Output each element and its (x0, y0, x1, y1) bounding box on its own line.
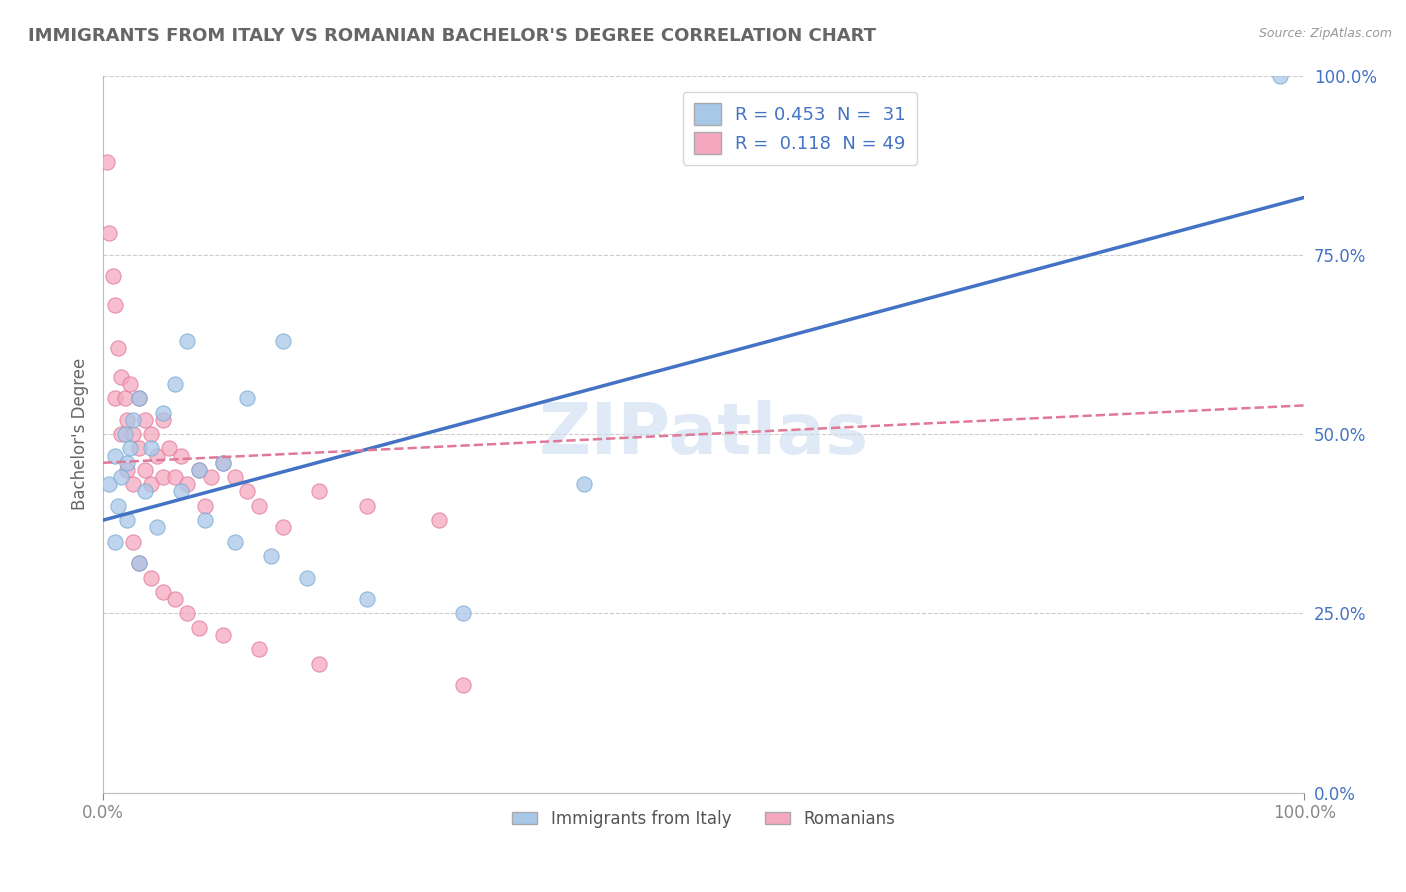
Point (134, 463, 156, 477)
Legend: Immigrants from Italy, Romanians: Immigrants from Italy, Romanians (506, 803, 901, 835)
Point (356, 499, 378, 513)
Point (134, 413, 156, 427)
Point (188, 463, 211, 477)
Text: Source: ZipAtlas.com: Source: ZipAtlas.com (1258, 27, 1392, 40)
Point (224, 534, 246, 549)
Point (122, 427, 145, 442)
Point (146, 520, 169, 534)
Point (453, 607, 475, 621)
Point (152, 406, 174, 420)
Point (128, 391, 150, 405)
Point (224, 470, 246, 484)
Point (122, 534, 145, 549)
Point (271, 520, 294, 534)
Point (101, 269, 124, 284)
Point (260, 549, 283, 563)
Point (176, 477, 198, 491)
Point (98, 227, 121, 241)
Point (110, 427, 132, 442)
Point (194, 513, 217, 527)
Point (141, 477, 163, 491)
Point (165, 592, 187, 607)
Point (128, 442, 150, 456)
Point (356, 592, 378, 607)
Point (236, 484, 259, 499)
Point (152, 585, 174, 599)
Point (141, 442, 163, 456)
Point (188, 463, 211, 477)
Point (128, 391, 150, 405)
Point (212, 456, 235, 470)
Point (110, 470, 132, 484)
Point (1270, 69, 1292, 83)
Point (134, 484, 156, 499)
Point (122, 477, 145, 491)
Point (141, 427, 163, 442)
Point (453, 678, 475, 692)
Point (152, 470, 174, 484)
Point (115, 463, 138, 477)
Point (308, 657, 330, 671)
Text: ZIPatlas: ZIPatlas (538, 400, 869, 468)
Point (115, 413, 138, 427)
Point (165, 470, 187, 484)
Point (247, 499, 270, 513)
Point (110, 369, 132, 384)
Point (152, 413, 174, 427)
Point (157, 442, 180, 456)
Point (115, 456, 138, 470)
Point (114, 391, 136, 405)
Point (107, 341, 129, 355)
Point (104, 298, 127, 312)
Point (429, 513, 451, 527)
Point (118, 442, 141, 456)
Point (247, 642, 270, 657)
Point (118, 376, 141, 391)
Point (200, 470, 222, 484)
Point (114, 427, 136, 442)
Point (212, 456, 235, 470)
Point (176, 607, 198, 621)
Point (271, 334, 294, 348)
Point (146, 449, 169, 463)
Point (188, 621, 211, 635)
Point (236, 391, 259, 405)
Point (128, 556, 150, 570)
Point (98, 477, 121, 491)
Point (141, 570, 163, 584)
Point (297, 570, 319, 584)
Point (176, 334, 198, 348)
Point (96, 154, 118, 169)
Point (104, 449, 127, 463)
Point (107, 499, 129, 513)
Y-axis label: Bachelor's Degree: Bachelor's Degree (72, 358, 89, 510)
Point (170, 449, 193, 463)
Point (170, 484, 193, 499)
Point (212, 628, 235, 642)
Point (104, 391, 127, 405)
Point (128, 556, 150, 570)
Text: IMMIGRANTS FROM ITALY VS ROMANIAN BACHELOR'S DEGREE CORRELATION CHART: IMMIGRANTS FROM ITALY VS ROMANIAN BACHEL… (28, 27, 876, 45)
Point (104, 534, 127, 549)
Point (122, 413, 145, 427)
Point (165, 376, 187, 391)
Point (115, 513, 138, 527)
Point (572, 477, 595, 491)
Point (308, 484, 330, 499)
Point (194, 499, 217, 513)
